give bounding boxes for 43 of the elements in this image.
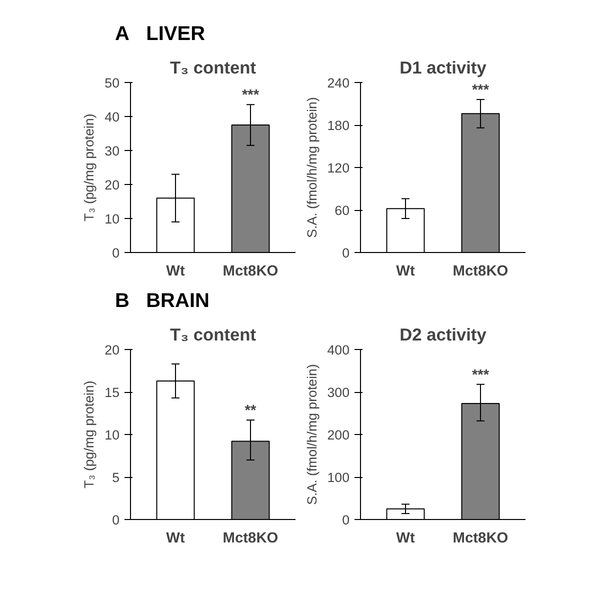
y-tick-label: 300 <box>327 385 350 400</box>
y-axis-title: S.A. (fmol/h/mg protein) <box>304 364 320 505</box>
y-tick-label: 0 <box>342 246 350 260</box>
y-tick-label: 20 <box>104 178 120 192</box>
y-tick-label: 30 <box>104 144 120 158</box>
annotation: *** <box>472 82 490 98</box>
text: B BRAIN <box>115 289 210 314</box>
y-tick-label: 10 <box>104 212 120 226</box>
y-tick-label: 0 <box>342 512 350 528</box>
x-tick-label: Mct8KO <box>222 530 278 546</box>
chart-title: T₃ content <box>170 324 256 344</box>
y-tick-label: 20 <box>104 342 120 358</box>
y-tick-label: 50 <box>104 76 120 90</box>
text: A LIVER <box>115 22 206 47</box>
y-tick-label: 200 <box>327 428 350 442</box>
x-tick-label: Wt <box>166 530 185 546</box>
y-tick-label: 0 <box>112 512 120 528</box>
y-tick-label: 15 <box>104 385 120 400</box>
y-tick-label: 120 <box>327 160 350 176</box>
y-axis-title: T₃ (pg/mg protein) <box>82 380 97 488</box>
y-tick-label: 10 <box>104 428 120 442</box>
chart-title: D1 activity <box>400 58 487 78</box>
x-tick-label: Mct8KO <box>452 530 508 546</box>
x-tick-label: Wt <box>396 264 415 280</box>
y-tick-label: 0 <box>112 246 120 260</box>
y-tick-label: 180 <box>327 118 350 133</box>
chart-title: T₃ content <box>170 58 256 78</box>
annotation: *** <box>472 367 490 384</box>
annotation: ** <box>244 403 256 420</box>
y-axis-title: T₃ (pg/mg protein) <box>82 114 97 222</box>
x-tick-label: Wt <box>396 530 415 546</box>
x-tick-label: Mct8KO <box>222 264 278 280</box>
y-tick-label: 100 <box>327 470 350 485</box>
chart-title: D2 activity <box>400 324 487 344</box>
x-tick-label: Wt <box>166 264 185 280</box>
y-tick-label: 400 <box>327 342 350 358</box>
y-tick-label: 5 <box>112 470 120 485</box>
y-tick-label: 240 <box>327 76 350 90</box>
y-tick-label: 40 <box>104 110 120 124</box>
annotation: *** <box>242 88 260 104</box>
y-tick-label: 60 <box>334 203 350 218</box>
y-axis-title: S.A. (fmol/h/mg protein) <box>304 97 320 238</box>
x-tick-label: Mct8KO <box>452 264 508 280</box>
